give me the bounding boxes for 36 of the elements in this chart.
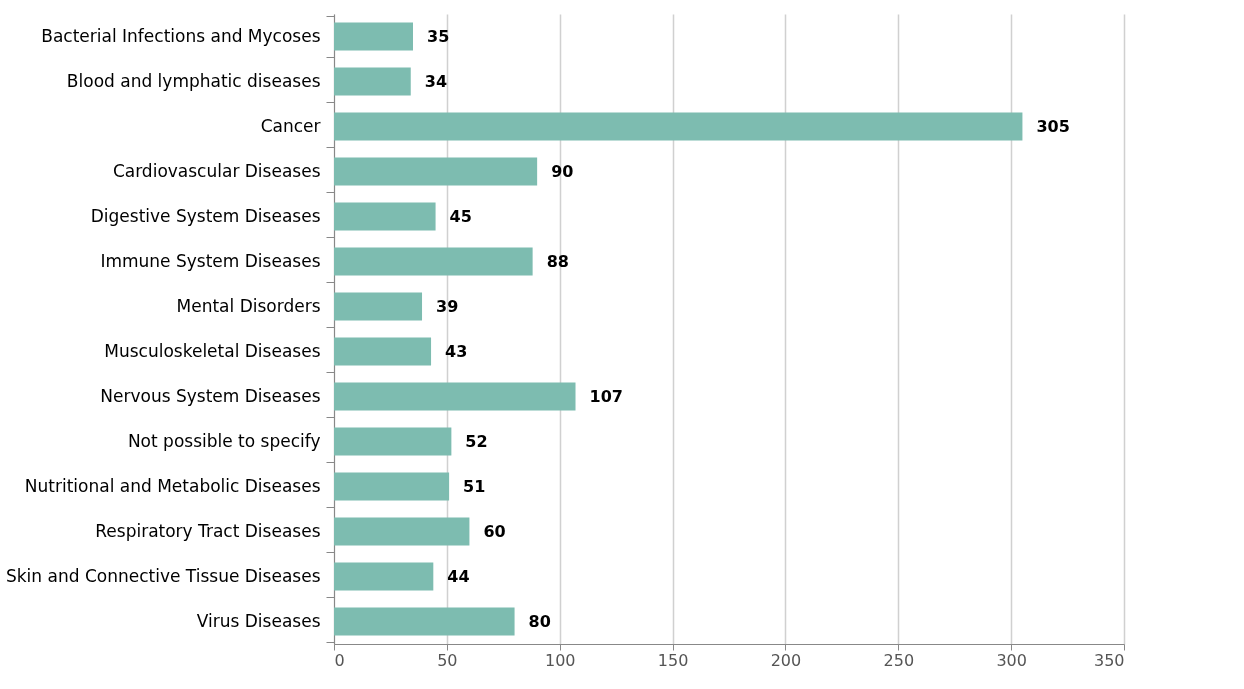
data-label: 35	[427, 26, 450, 46]
x-tick-label: 150	[657, 650, 689, 670]
y-tick-label: Cardiovascular Diseases	[112, 161, 321, 181]
y-tick-label: Virus Diseases	[196, 611, 321, 631]
y-tick-label: Mental Disorders	[176, 296, 321, 316]
y-tick-label: Blood and lymphatic diseases	[66, 71, 321, 91]
data-label: 52	[465, 431, 488, 451]
y-tick-label: Nervous System Diseases	[100, 386, 321, 406]
y-tick-label: Musculoskeletal Diseases	[104, 341, 321, 361]
x-tick-label: 100	[544, 650, 576, 670]
data-label: 34	[424, 71, 448, 91]
data-label: 90	[551, 161, 574, 181]
x-tick-label: 350	[1093, 650, 1125, 670]
y-tick-label: Immune System Diseases	[100, 251, 321, 271]
data-label: 80	[528, 611, 551, 631]
data-label: 88	[546, 251, 569, 271]
data-label: 43	[445, 341, 468, 361]
x-tick-label: 300	[996, 650, 1027, 670]
data-label: 51	[463, 476, 486, 496]
x-tick-label: 50	[437, 650, 458, 670]
y-tick-label: Not possible to specify	[127, 431, 321, 451]
data-label: 107	[589, 386, 623, 406]
y-tick-label: Digestive System Diseases	[90, 206, 321, 226]
data-label: 39	[436, 296, 459, 316]
y-tick-label: Cancer	[260, 116, 321, 136]
y-tick-label: Bacterial Infections and Mycoses	[41, 26, 321, 46]
data-label: 60	[483, 521, 506, 541]
y-tick-label: Skin and Connective Tissue Diseases	[5, 566, 321, 586]
y-tick-label: Respiratory Tract Diseases	[95, 521, 321, 541]
data-label: 305	[1036, 116, 1070, 136]
data-label: 45	[449, 206, 472, 226]
x-tick-label: 250	[883, 650, 915, 670]
x-tick-label: 200	[770, 650, 802, 670]
x-tick-label: 0	[334, 650, 345, 670]
y-tick-label: Nutritional and Metabolic Diseases	[24, 476, 321, 496]
data-label: 44	[447, 566, 470, 586]
